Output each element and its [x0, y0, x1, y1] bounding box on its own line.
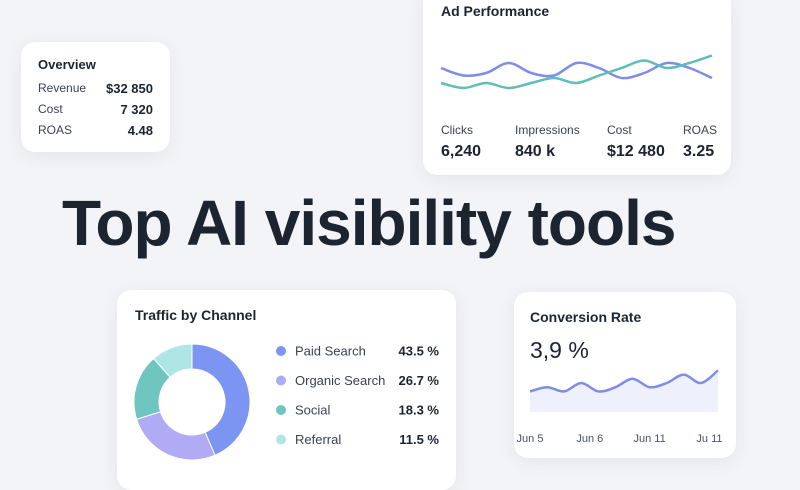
- metric-value: $12 480: [607, 143, 665, 160]
- row-label: ROAS: [38, 123, 73, 137]
- line: [440, 54, 713, 90]
- x-tick-label: Jun 5: [517, 433, 544, 445]
- overview-card: Overview Revenue $32 850 Cost 7 320 ROAS 4.48: [21, 42, 170, 152]
- legend-value: 26.7 %: [399, 373, 440, 388]
- x-tick-label: Ju 11: [696, 433, 722, 445]
- line-area: [530, 370, 718, 412]
- metric-label: ROAS: [683, 123, 718, 137]
- x-tick-label: Jun 11: [634, 433, 666, 445]
- legend-label: Referral: [295, 432, 341, 447]
- metric-value: 840 k: [515, 143, 556, 160]
- metric-value: 3.25: [683, 143, 715, 160]
- card-title: Conversion Rate: [530, 309, 642, 325]
- donut-segment: [191, 343, 251, 456]
- legend-value: 11.5 %: [399, 432, 439, 447]
- legend-label: Paid Search: [295, 344, 366, 359]
- legend-dot: [276, 434, 286, 445]
- legend-value: 18.3 %: [399, 403, 440, 418]
- legend-dot: [276, 405, 286, 415]
- legend-label: Social: [295, 403, 331, 418]
- row-label: Revenue: [38, 81, 87, 95]
- headline: Top AI visibility tools: [62, 187, 676, 259]
- ad-card: Ad Performance Clicks 6,240 Impressions 840…: [423, 0, 731, 175]
- charts: Jun 5 Jun 6 Jun 11 Ju 11 Paid Search 43.5 % Or…: [133, 54, 723, 461]
- card-title: Overview: [38, 57, 96, 72]
- page: Overview Revenue $32 850 Cost 7 320 ROAS 4.48…: [21, 0, 736, 490]
- donut-segment: [135, 411, 216, 461]
- metric-label: Impressions: [515, 123, 580, 137]
- metric-label: Clicks: [441, 123, 473, 137]
- x-tick-label: Jun 6: [576, 433, 603, 445]
- row-value: $32 850: [106, 81, 153, 96]
- card-title: Ad Performance: [441, 3, 550, 19]
- card-title: Traffic by Channel: [135, 307, 257, 323]
- conversion-card: Conversion Rate 3,9 %: [514, 292, 736, 458]
- row-value: 4.48: [127, 123, 153, 138]
- legend-label: Organic Search: [295, 373, 385, 388]
- row-value: 7 320: [120, 102, 153, 117]
- conversion-value: 3,9 %: [530, 337, 589, 363]
- donut-segment: [152, 343, 193, 378]
- metric-value: 6,240: [441, 143, 482, 160]
- line: [529, 369, 719, 393]
- legend-dot: [276, 346, 286, 356]
- legend-dot: [276, 375, 286, 386]
- legend-value: 43.5 %: [399, 344, 440, 359]
- line: [440, 61, 713, 80]
- metric-label: Cost: [607, 123, 632, 137]
- row-label: Cost: [38, 102, 63, 116]
